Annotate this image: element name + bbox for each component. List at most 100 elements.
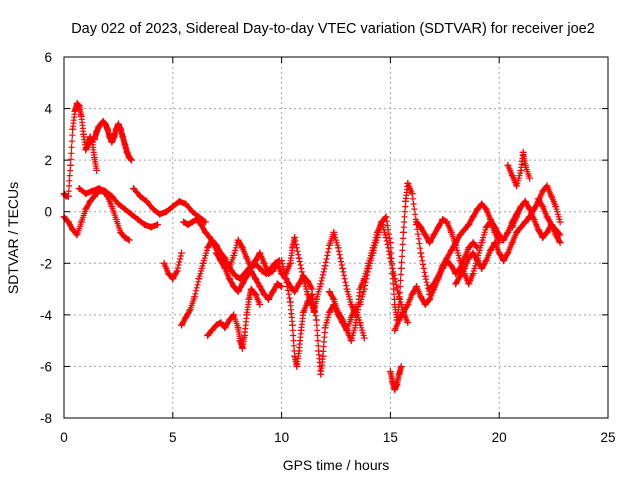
data-point bbox=[399, 308, 407, 316]
data-point bbox=[184, 221, 192, 229]
series-arc bbox=[130, 185, 209, 226]
arc-trace bbox=[91, 118, 135, 163]
data-point bbox=[278, 257, 286, 265]
data-point bbox=[443, 254, 451, 262]
data-point bbox=[304, 290, 312, 298]
series-arc bbox=[60, 99, 101, 200]
data-point bbox=[317, 280, 325, 288]
data-point bbox=[243, 272, 251, 280]
data-point bbox=[521, 197, 529, 205]
series-arc bbox=[90, 117, 135, 164]
data-point bbox=[143, 197, 151, 205]
data-point bbox=[547, 221, 555, 229]
data-point bbox=[108, 203, 116, 211]
data-point bbox=[271, 259, 279, 267]
data-point bbox=[404, 319, 412, 327]
data-point bbox=[478, 264, 486, 272]
data-point bbox=[465, 221, 473, 229]
data-point bbox=[417, 293, 425, 301]
data-point bbox=[267, 264, 275, 272]
data-point bbox=[513, 213, 521, 221]
data-point bbox=[330, 295, 338, 303]
data-point bbox=[230, 282, 238, 290]
data-point bbox=[104, 125, 112, 133]
data-point bbox=[80, 130, 88, 138]
data-point bbox=[221, 324, 229, 332]
data-point bbox=[343, 326, 351, 334]
data-point bbox=[526, 213, 534, 221]
data-point bbox=[417, 223, 425, 231]
arc-trace bbox=[504, 149, 532, 189]
data-point bbox=[64, 218, 72, 226]
data-point bbox=[397, 264, 405, 272]
data-point bbox=[295, 254, 303, 262]
data-point bbox=[232, 272, 240, 280]
data-point bbox=[519, 148, 527, 156]
data-point bbox=[556, 231, 564, 239]
data-point bbox=[119, 133, 127, 141]
data-point bbox=[521, 218, 529, 226]
x-tick-label: 15 bbox=[383, 430, 398, 445]
data-point bbox=[434, 272, 442, 280]
series-arc bbox=[521, 182, 564, 226]
data-point bbox=[321, 262, 329, 270]
data-point bbox=[508, 239, 516, 247]
data-point bbox=[125, 236, 133, 244]
series-arc bbox=[391, 239, 481, 334]
data-point bbox=[456, 272, 464, 280]
data-point bbox=[188, 218, 196, 226]
series-arc bbox=[204, 285, 264, 352]
data-point bbox=[101, 120, 109, 128]
data-point bbox=[251, 275, 259, 283]
data-point bbox=[325, 241, 333, 249]
data-point bbox=[482, 223, 490, 231]
data-point bbox=[127, 156, 135, 164]
y-tick-label: -4 bbox=[40, 308, 52, 323]
data-point bbox=[421, 301, 429, 309]
data-point bbox=[321, 324, 329, 332]
data-point bbox=[114, 200, 122, 208]
data-point bbox=[413, 218, 421, 226]
data-point bbox=[180, 218, 188, 226]
y-tick-label: 2 bbox=[44, 153, 52, 168]
data-point bbox=[360, 285, 368, 293]
data-point bbox=[295, 347, 303, 355]
data-point bbox=[397, 362, 405, 370]
data-point bbox=[75, 185, 83, 193]
data-point bbox=[556, 218, 564, 226]
data-point bbox=[473, 257, 481, 265]
data-point bbox=[495, 231, 503, 239]
data-point bbox=[513, 182, 521, 190]
data-point bbox=[71, 107, 79, 115]
data-point bbox=[530, 215, 538, 223]
data-point bbox=[182, 313, 190, 321]
data-point bbox=[469, 270, 477, 278]
series-arc bbox=[75, 185, 162, 231]
data-point bbox=[108, 138, 116, 146]
data-point bbox=[504, 228, 512, 236]
data-point bbox=[347, 301, 355, 309]
data-point bbox=[404, 179, 412, 187]
data-point bbox=[556, 239, 564, 247]
data-point bbox=[447, 228, 455, 236]
data-point bbox=[408, 290, 416, 298]
data-point bbox=[469, 239, 477, 247]
data-point bbox=[93, 166, 101, 174]
data-point bbox=[534, 195, 542, 203]
data-point bbox=[247, 267, 255, 275]
series-arc bbox=[452, 213, 534, 288]
data-point bbox=[127, 210, 135, 218]
data-point bbox=[121, 205, 129, 213]
data-point bbox=[552, 226, 560, 234]
data-point bbox=[456, 231, 464, 239]
data-point bbox=[530, 205, 538, 213]
arc-trace bbox=[283, 229, 358, 317]
data-point bbox=[521, 161, 529, 169]
y-tick-label: -8 bbox=[40, 411, 52, 426]
data-point bbox=[395, 370, 403, 378]
data-point bbox=[247, 285, 255, 293]
data-point bbox=[249, 259, 257, 267]
data-point bbox=[273, 280, 281, 288]
data-point bbox=[201, 218, 209, 226]
